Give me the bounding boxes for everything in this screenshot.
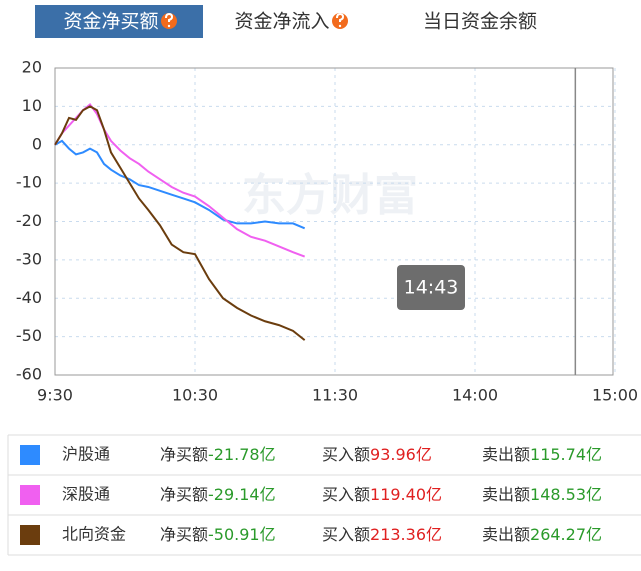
table-cell: 卖出额115.74亿 [482, 445, 602, 464]
net-value: -50.91亿 [208, 525, 276, 544]
net-label: 净买额 [160, 485, 208, 504]
y-tick-label: -20 [16, 211, 42, 230]
help-dot [338, 24, 342, 28]
tab[interactable]: 资金净流入 [234, 11, 329, 33]
table-cell: 净买额-29.14亿 [160, 485, 276, 504]
y-tick-label: -60 [16, 365, 42, 384]
legend-name: 沪股通 [62, 445, 110, 464]
table-cell: 买入额213.36亿 [322, 525, 442, 544]
plot-border [54, 67, 614, 376]
table-cell: 卖出额264.27亿 [482, 525, 602, 544]
sell-label: 卖出额 [482, 525, 530, 544]
net-value: -29.14亿 [208, 485, 276, 504]
x-tick-label: 14:00 [452, 386, 498, 405]
tab[interactable]: 资金净买额 [63, 11, 158, 33]
help-dot [167, 24, 171, 28]
cursor-label: 14:43 [404, 277, 459, 299]
table-cell: 买入额93.96亿 [322, 445, 432, 464]
sell-label: 卖出额 [482, 485, 530, 504]
y-tick-label: 10 [22, 96, 42, 115]
x-tick-label: 11:30 [312, 386, 358, 405]
legend-name: 北向资金 [62, 525, 126, 544]
y-tick-label: -10 [16, 173, 42, 192]
buy-label: 买入额 [322, 525, 370, 544]
watermark: 东方财富 [242, 170, 418, 221]
y-tick-label: 20 [22, 58, 42, 77]
cursor-tooltip [397, 265, 465, 310]
x-tick-label: 9:30 [37, 386, 73, 405]
legend-swatch [20, 445, 40, 465]
series-line [54, 105, 306, 341]
legend-name: 深股通 [62, 485, 110, 504]
x-tick-label: 15:00 [592, 386, 638, 405]
buy-value: 119.40亿 [370, 485, 442, 504]
series-line [54, 139, 306, 230]
sell-label: 卖出额 [482, 445, 530, 464]
buy-label: 买入额 [322, 445, 370, 464]
y-tick-label: -30 [16, 249, 42, 268]
buy-value: 93.96亿 [370, 445, 432, 464]
buy-value: 213.36亿 [370, 525, 442, 544]
net-label: 净买额 [160, 525, 208, 544]
y-tick-label: -40 [16, 288, 42, 307]
legend-swatch [20, 485, 40, 505]
y-tick-label: 0 [32, 134, 42, 153]
sell-value: 115.74亿 [530, 445, 602, 464]
net-value: -21.78亿 [208, 445, 276, 464]
table-cell: 净买额-50.91亿 [160, 525, 276, 544]
help-glyph [336, 12, 345, 22]
x-tick-label: 10:30 [172, 386, 218, 405]
y-tick-label: -50 [16, 326, 42, 345]
sell-value: 264.27亿 [530, 525, 602, 544]
help-glyph [165, 12, 174, 22]
legend-swatch [20, 525, 40, 545]
tab[interactable]: 当日资金余额 [423, 11, 537, 33]
net-label: 净买额 [160, 445, 208, 464]
buy-label: 买入额 [322, 485, 370, 504]
table-cell: 卖出额148.53亿 [482, 485, 602, 504]
table-cell: 买入额119.40亿 [322, 485, 442, 504]
table-cell: 净买额-21.78亿 [160, 445, 276, 464]
sell-value: 148.53亿 [530, 485, 602, 504]
